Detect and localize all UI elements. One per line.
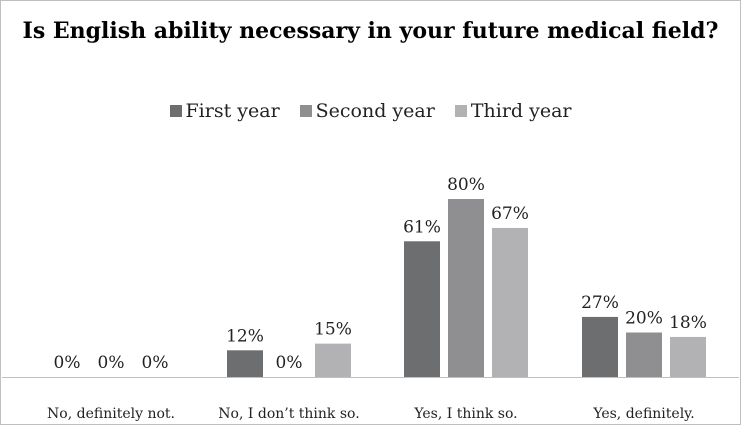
category-label-2: No, I don’t think so. bbox=[218, 406, 359, 422]
bar-third-year-3 bbox=[492, 227, 528, 377]
legend-label-first-year: First year bbox=[185, 100, 280, 122]
value-label-second-year-4: 20% bbox=[625, 309, 663, 329]
legend-item-second-year: Second year bbox=[299, 100, 435, 122]
value-label-third-year-3: 67% bbox=[491, 204, 529, 224]
value-label-second-year-3: 80% bbox=[447, 175, 485, 195]
value-label-first-year-4: 27% bbox=[581, 293, 619, 313]
legend-label-second-year: Second year bbox=[315, 100, 435, 122]
value-label-first-year-1: 0% bbox=[54, 353, 81, 373]
legend-item-first-year: First year bbox=[169, 100, 280, 122]
legend-swatch-third-year bbox=[454, 105, 467, 117]
value-label-third-year-4: 18% bbox=[669, 313, 707, 333]
legend-swatch-second-year bbox=[299, 105, 312, 117]
bar-third-year-2 bbox=[315, 343, 351, 377]
category-label-4: Yes, definitely. bbox=[592, 406, 694, 422]
legend: First year Second year Third year bbox=[0, 100, 741, 122]
bar-second-year-3 bbox=[448, 199, 484, 377]
category-label-1: No, definitely not. bbox=[47, 406, 175, 422]
value-label-third-year-1: 0% bbox=[142, 353, 169, 373]
bar-first-year-3 bbox=[404, 241, 440, 377]
legend-item-third-year: Third year bbox=[454, 100, 572, 122]
legend-label-third-year: Third year bbox=[470, 100, 572, 122]
value-label-first-year-3: 61% bbox=[403, 217, 441, 237]
value-label-first-year-2: 12% bbox=[226, 326, 264, 346]
bar-first-year-4 bbox=[582, 316, 618, 377]
bar-third-year-4 bbox=[670, 336, 706, 377]
bars-group bbox=[227, 199, 706, 377]
legend-swatch-first-year bbox=[169, 105, 182, 117]
category-label-3: Yes, I think so. bbox=[413, 406, 517, 422]
value-labels-group: 0% 0% 0% 12% 0% 15% 61% 80% 67% 27% 20% 18% bbox=[54, 175, 707, 373]
value-label-third-year-2: 15% bbox=[314, 320, 352, 340]
value-label-second-year-2: 0% bbox=[276, 353, 303, 373]
bar-second-year-4 bbox=[626, 332, 662, 377]
chart-title: Is English ability necessary in your fut… bbox=[22, 18, 719, 44]
value-label-second-year-1: 0% bbox=[98, 353, 125, 373]
bar-first-year-2 bbox=[227, 350, 263, 377]
category-labels-group: No, definitely not. No, I don’t think so.… bbox=[47, 406, 695, 422]
